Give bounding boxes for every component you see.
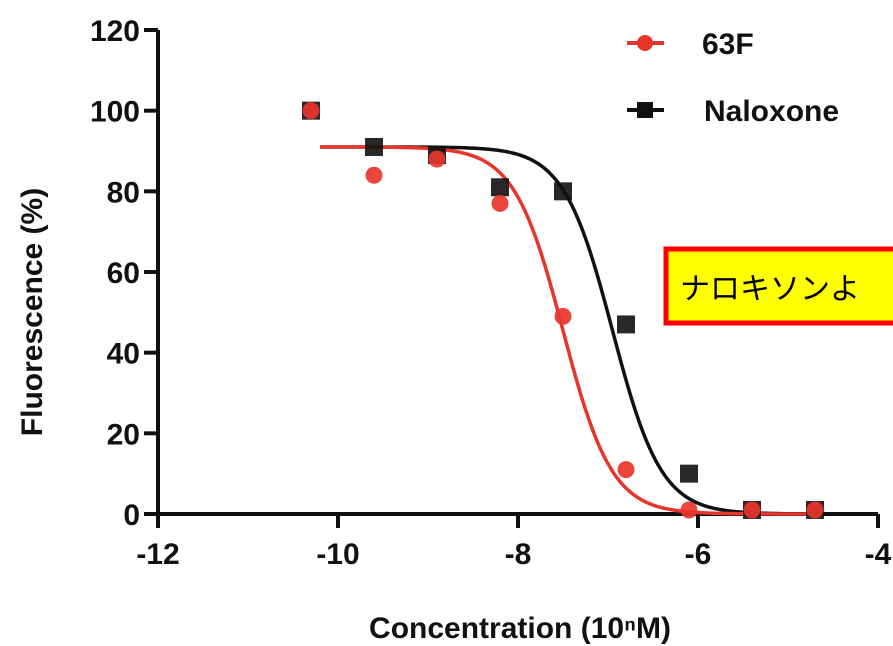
data-point-63f — [428, 150, 446, 168]
y-axis-title: Fluorescence (%) — [16, 188, 49, 436]
legend-item-naloxone: Naloxone — [627, 95, 839, 128]
legend-label-naloxone: Naloxone — [704, 95, 839, 128]
data-point-63f — [302, 102, 320, 120]
x-tick-label: -10 — [316, 538, 359, 571]
data-point-63f — [806, 501, 824, 519]
data-point-naloxone — [554, 182, 572, 201]
y-tick-label: 60 — [107, 257, 140, 290]
data-point-naloxone — [365, 137, 383, 156]
axes: 0 20 40 60 80 100 120 -12 -10 -8 -6 -4 — [90, 15, 892, 571]
legend-label-63f: 63F — [702, 28, 754, 61]
x-tick-label: -4 — [865, 538, 892, 571]
data-point-63f — [491, 194, 509, 212]
callout-background — [663, 246, 893, 326]
fit-curve-naloxone — [320, 145, 816, 516]
legend: 63F Naloxone — [627, 28, 839, 128]
y-tick-label: 20 — [107, 418, 140, 451]
y-tick-label: 100 — [90, 96, 140, 129]
x-tick-label: -6 — [685, 538, 712, 571]
y-tick-label: 0 — [123, 499, 140, 532]
data-point-63f — [680, 501, 698, 519]
data-point-63f — [365, 166, 383, 184]
legend-item-63f: 63F — [627, 28, 754, 61]
y-tick-label: 80 — [107, 176, 140, 209]
callout-box: ナロキソンよ — [663, 246, 893, 326]
data-point-63f — [617, 461, 635, 479]
x-tick-label: -12 — [136, 538, 179, 571]
fit-curves — [319, 145, 816, 516]
data-points — [302, 101, 824, 519]
data-point-63f — [743, 501, 761, 519]
data-point-naloxone — [680, 464, 698, 483]
y-tick-label: 40 — [107, 338, 140, 371]
legend-swatch-naloxone-marker — [637, 102, 653, 118]
data-point-naloxone — [617, 315, 635, 334]
x-axis-title: Concentration (10ⁿM) — [369, 612, 671, 645]
fit-curve-63f — [319, 145, 815, 516]
data-point-naloxone — [491, 178, 509, 197]
x-tick-label: -8 — [505, 538, 532, 571]
legend-swatch-63f-marker — [637, 35, 653, 51]
callout-text: ナロキソンよ — [680, 272, 860, 307]
data-point-63f — [554, 307, 572, 325]
y-tick-label: 120 — [90, 15, 140, 48]
